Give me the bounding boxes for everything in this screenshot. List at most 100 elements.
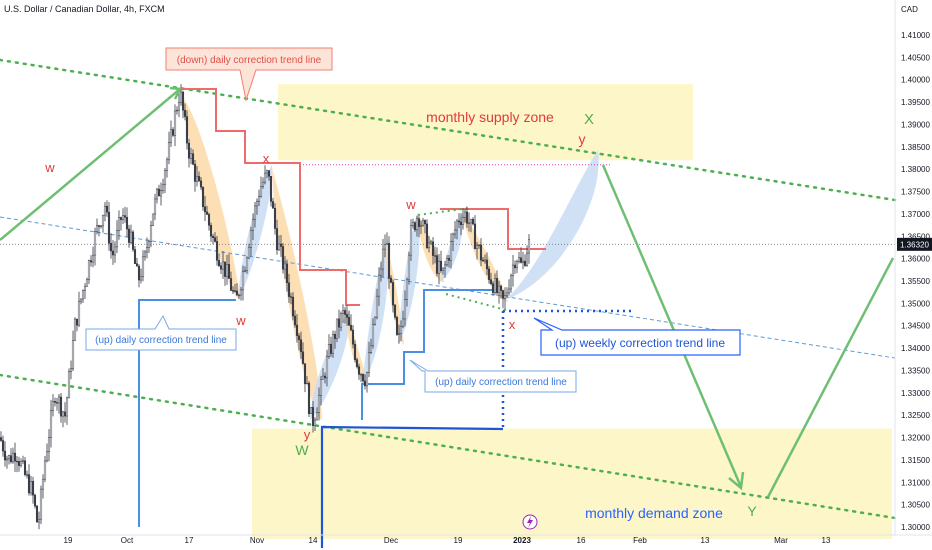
supply-zone-box — [278, 84, 693, 161]
candle-body — [233, 290, 237, 292]
callout-up-weekly[interactable]: (up) weekly correction trend line — [533, 317, 741, 356]
callout-up-daily-left[interactable]: (up) daily correction trend line — [85, 314, 237, 351]
candle-body — [245, 257, 249, 271]
candle-body — [271, 201, 275, 209]
projection-up-line — [766, 257, 895, 498]
candle-body — [397, 333, 401, 335]
candle-body — [381, 248, 385, 270]
candle-body — [41, 478, 45, 490]
candle-body — [425, 223, 429, 249]
candle-body — [351, 329, 355, 345]
time-tick-label: Dec — [384, 536, 398, 545]
candle-body — [411, 222, 415, 226]
candle-body — [491, 283, 495, 294]
candle-body — [495, 278, 499, 293]
candle-body — [101, 214, 105, 227]
candle-body — [267, 170, 271, 177]
candle-body — [91, 254, 95, 263]
candle-body — [85, 279, 89, 287]
candle-body — [123, 215, 127, 218]
time-tick-label: 14 — [309, 536, 318, 545]
candle-body — [235, 290, 239, 296]
time-tick-label: Oct — [121, 536, 134, 545]
candle-body — [131, 231, 135, 250]
candle-body — [261, 181, 265, 187]
candle-body — [431, 241, 435, 256]
candle-body — [217, 260, 221, 267]
candle-body — [71, 340, 75, 369]
callout-down-daily[interactable]: (down) daily correction trend line — [165, 47, 333, 102]
candle-body — [345, 314, 349, 318]
callout-up-daily-mid[interactable]: (up) daily correction trend line — [409, 359, 577, 393]
candle-body — [87, 260, 91, 280]
candle-body — [145, 247, 149, 253]
channel-top-line — [0, 58, 897, 202]
price-axis[interactable]: 1.41000 1.40500 1.40000 1.39500 1.39000 1.385… — [894, 0, 930, 535]
candle-body — [3, 450, 7, 461]
candle-body — [281, 246, 285, 270]
candle-body — [429, 241, 433, 244]
wave-label-x-top: x — [263, 151, 270, 166]
candle-body — [287, 282, 291, 297]
event-lightning-icon[interactable] — [522, 514, 538, 530]
candle-body — [15, 460, 19, 463]
candle-body — [427, 242, 431, 249]
candle-body — [111, 250, 115, 256]
candle-body — [387, 243, 391, 279]
wave-label-y-low: y — [304, 427, 311, 442]
price-tick-label: 1.38500 — [901, 143, 930, 152]
price-tick-label: 1.30500 — [901, 501, 930, 510]
time-axis[interactable]: 19 Oct 17 Nov 14 Dec 19 2023 16 Feb 13 Mar 13 — [0, 534, 932, 545]
candle-body — [81, 289, 85, 300]
candle-body — [0, 437, 3, 441]
candle-body — [31, 481, 35, 496]
candle-body — [503, 295, 507, 299]
candle-body — [361, 373, 365, 382]
candle-body — [147, 241, 151, 248]
candle-body — [369, 345, 373, 353]
wave-label-w-dec: w — [405, 197, 416, 212]
candle-body — [1, 440, 5, 452]
candle-body — [265, 170, 269, 174]
candle-body — [95, 225, 99, 232]
candle-body — [401, 318, 405, 327]
candle-body — [157, 188, 161, 197]
price-tick-label: 1.30000 — [901, 523, 930, 532]
candle-body — [323, 375, 327, 379]
wave-label-x-dec: x — [509, 317, 516, 332]
candle-body — [341, 310, 345, 315]
candle-body — [439, 260, 443, 271]
w-top-dotted — [417, 207, 471, 216]
candle-body — [523, 260, 527, 266]
candle-body — [187, 142, 191, 159]
candle-body — [255, 200, 259, 207]
candle-body — [277, 243, 281, 251]
candle-body — [509, 275, 513, 290]
candle-body — [391, 282, 395, 306]
candle-body — [327, 344, 331, 357]
candle-body — [51, 401, 55, 411]
price-tick-label: 1.37500 — [901, 188, 930, 197]
price-tick-label: 1.35500 — [901, 277, 930, 286]
price-tick-label: 1.35000 — [901, 299, 930, 308]
candle-body — [505, 292, 509, 296]
wave-blue-6 — [505, 150, 599, 300]
candle-body — [237, 294, 241, 297]
candle-body — [241, 271, 245, 291]
candle-body — [251, 218, 255, 231]
candle-body — [289, 296, 293, 298]
candle-body — [321, 375, 325, 380]
wave-orange-2 — [272, 168, 322, 420]
candle-body — [483, 259, 487, 262]
candle-body — [121, 215, 125, 220]
price-tick-label: 1.36000 — [901, 255, 930, 264]
candle-body — [83, 286, 87, 291]
candle-body — [461, 217, 465, 226]
candle-body — [177, 102, 181, 111]
candle-body — [183, 109, 187, 117]
wave-orange-4 — [385, 245, 404, 345]
supply-zone-label: monthly supply zone — [426, 109, 554, 125]
wave-label-w-mid: w — [235, 313, 246, 328]
candle-body — [29, 481, 33, 494]
